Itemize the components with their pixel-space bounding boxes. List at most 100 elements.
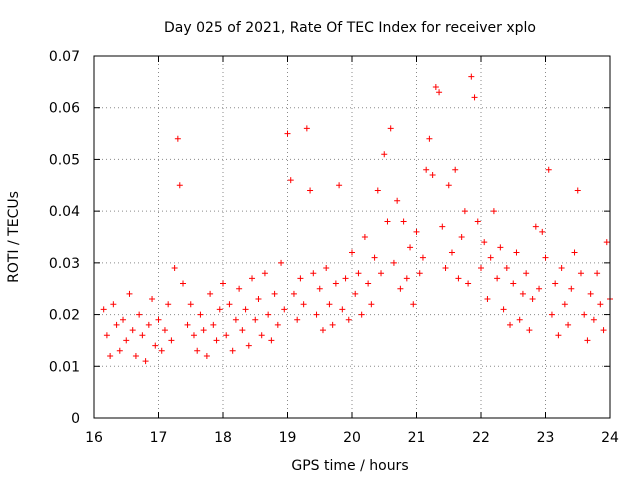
data-point bbox=[577, 270, 584, 277]
data-point bbox=[265, 311, 272, 318]
data-point bbox=[523, 270, 530, 277]
data-point bbox=[307, 187, 314, 194]
data-point bbox=[116, 347, 123, 354]
data-point bbox=[423, 166, 430, 173]
y-tick-label: 0.07 bbox=[49, 49, 80, 65]
data-point bbox=[497, 244, 504, 251]
data-point bbox=[278, 259, 285, 266]
data-point bbox=[516, 316, 523, 323]
data-point bbox=[142, 358, 149, 365]
data-point bbox=[271, 290, 278, 297]
data-point bbox=[526, 327, 533, 334]
data-point bbox=[239, 327, 246, 334]
data-point bbox=[574, 187, 581, 194]
data-point bbox=[590, 316, 597, 323]
data-point bbox=[442, 265, 449, 272]
data-point bbox=[213, 337, 220, 344]
data-point bbox=[536, 285, 543, 292]
data-point bbox=[113, 321, 120, 328]
x-tick-label: 16 bbox=[85, 430, 103, 446]
data-point bbox=[258, 332, 265, 339]
data-point bbox=[510, 280, 517, 287]
data-point bbox=[152, 342, 159, 349]
y-tick-label: 0.03 bbox=[49, 256, 80, 272]
y-tick-label: 0.04 bbox=[49, 204, 80, 220]
data-point bbox=[458, 234, 465, 240]
data-point bbox=[358, 311, 365, 318]
data-point bbox=[245, 342, 252, 349]
data-point bbox=[249, 275, 256, 282]
data-point bbox=[323, 265, 330, 272]
data-point bbox=[236, 285, 243, 292]
data-point bbox=[349, 249, 355, 256]
y-axis-ticks: 0 0.01 0.02 0.03 0.04 0.05 0.06 0.07 bbox=[49, 49, 610, 427]
x-axis-ticks: 16 17 18 19 20 21 22 23 24 bbox=[85, 56, 619, 446]
data-point bbox=[455, 275, 462, 282]
data-point bbox=[565, 321, 572, 328]
data-point bbox=[180, 280, 187, 287]
data-point bbox=[500, 306, 507, 313]
grid-lines bbox=[94, 56, 610, 418]
data-point bbox=[229, 347, 236, 354]
data-points bbox=[100, 73, 613, 365]
data-point bbox=[297, 275, 304, 282]
data-point bbox=[303, 125, 310, 132]
data-point bbox=[478, 265, 484, 272]
data-point bbox=[374, 187, 381, 194]
y-tick-label: 0.02 bbox=[49, 308, 80, 324]
data-point bbox=[232, 316, 239, 323]
data-point bbox=[597, 301, 604, 308]
x-tick-label: 19 bbox=[279, 430, 297, 446]
data-point bbox=[174, 135, 181, 142]
data-point bbox=[145, 321, 152, 328]
data-point bbox=[139, 332, 146, 339]
data-point bbox=[107, 352, 114, 359]
data-point bbox=[168, 337, 175, 344]
data-point bbox=[594, 270, 601, 277]
data-point bbox=[416, 270, 423, 277]
data-point bbox=[120, 316, 127, 323]
data-point bbox=[584, 337, 591, 344]
data-point bbox=[452, 166, 459, 173]
data-point bbox=[439, 223, 446, 230]
data-point bbox=[474, 218, 481, 225]
data-point bbox=[155, 316, 162, 323]
data-point bbox=[226, 301, 233, 308]
data-point bbox=[187, 301, 194, 308]
data-point bbox=[397, 285, 404, 292]
data-point bbox=[484, 296, 491, 303]
data-point bbox=[123, 337, 130, 344]
data-point bbox=[319, 327, 326, 334]
data-point bbox=[465, 280, 472, 287]
data-point bbox=[365, 280, 372, 287]
data-point bbox=[310, 270, 317, 277]
data-point bbox=[552, 280, 559, 287]
data-point bbox=[436, 89, 443, 96]
x-axis-label: GPS time / hours bbox=[291, 458, 408, 474]
data-point bbox=[445, 182, 452, 189]
data-point bbox=[313, 311, 320, 318]
data-point bbox=[252, 316, 259, 323]
data-point bbox=[110, 301, 117, 308]
data-point bbox=[255, 296, 262, 303]
data-point bbox=[600, 327, 607, 334]
data-point bbox=[468, 73, 475, 80]
data-point bbox=[261, 270, 268, 277]
chart-title: Day 025 of 2021, Rate Of TEC Index for r… bbox=[164, 20, 536, 36]
data-point bbox=[555, 332, 562, 339]
y-tick-label: 0 bbox=[71, 411, 80, 427]
x-tick-label: 23 bbox=[537, 430, 555, 446]
data-point bbox=[216, 306, 223, 313]
x-tick-label: 22 bbox=[472, 430, 490, 446]
data-point bbox=[136, 311, 143, 318]
data-point bbox=[558, 265, 565, 272]
data-point bbox=[197, 311, 204, 318]
data-point bbox=[481, 239, 488, 246]
data-point bbox=[284, 130, 291, 137]
data-point bbox=[561, 301, 568, 308]
data-point bbox=[368, 301, 375, 308]
data-point bbox=[403, 275, 410, 282]
data-point bbox=[545, 166, 552, 173]
data-point bbox=[336, 182, 343, 189]
